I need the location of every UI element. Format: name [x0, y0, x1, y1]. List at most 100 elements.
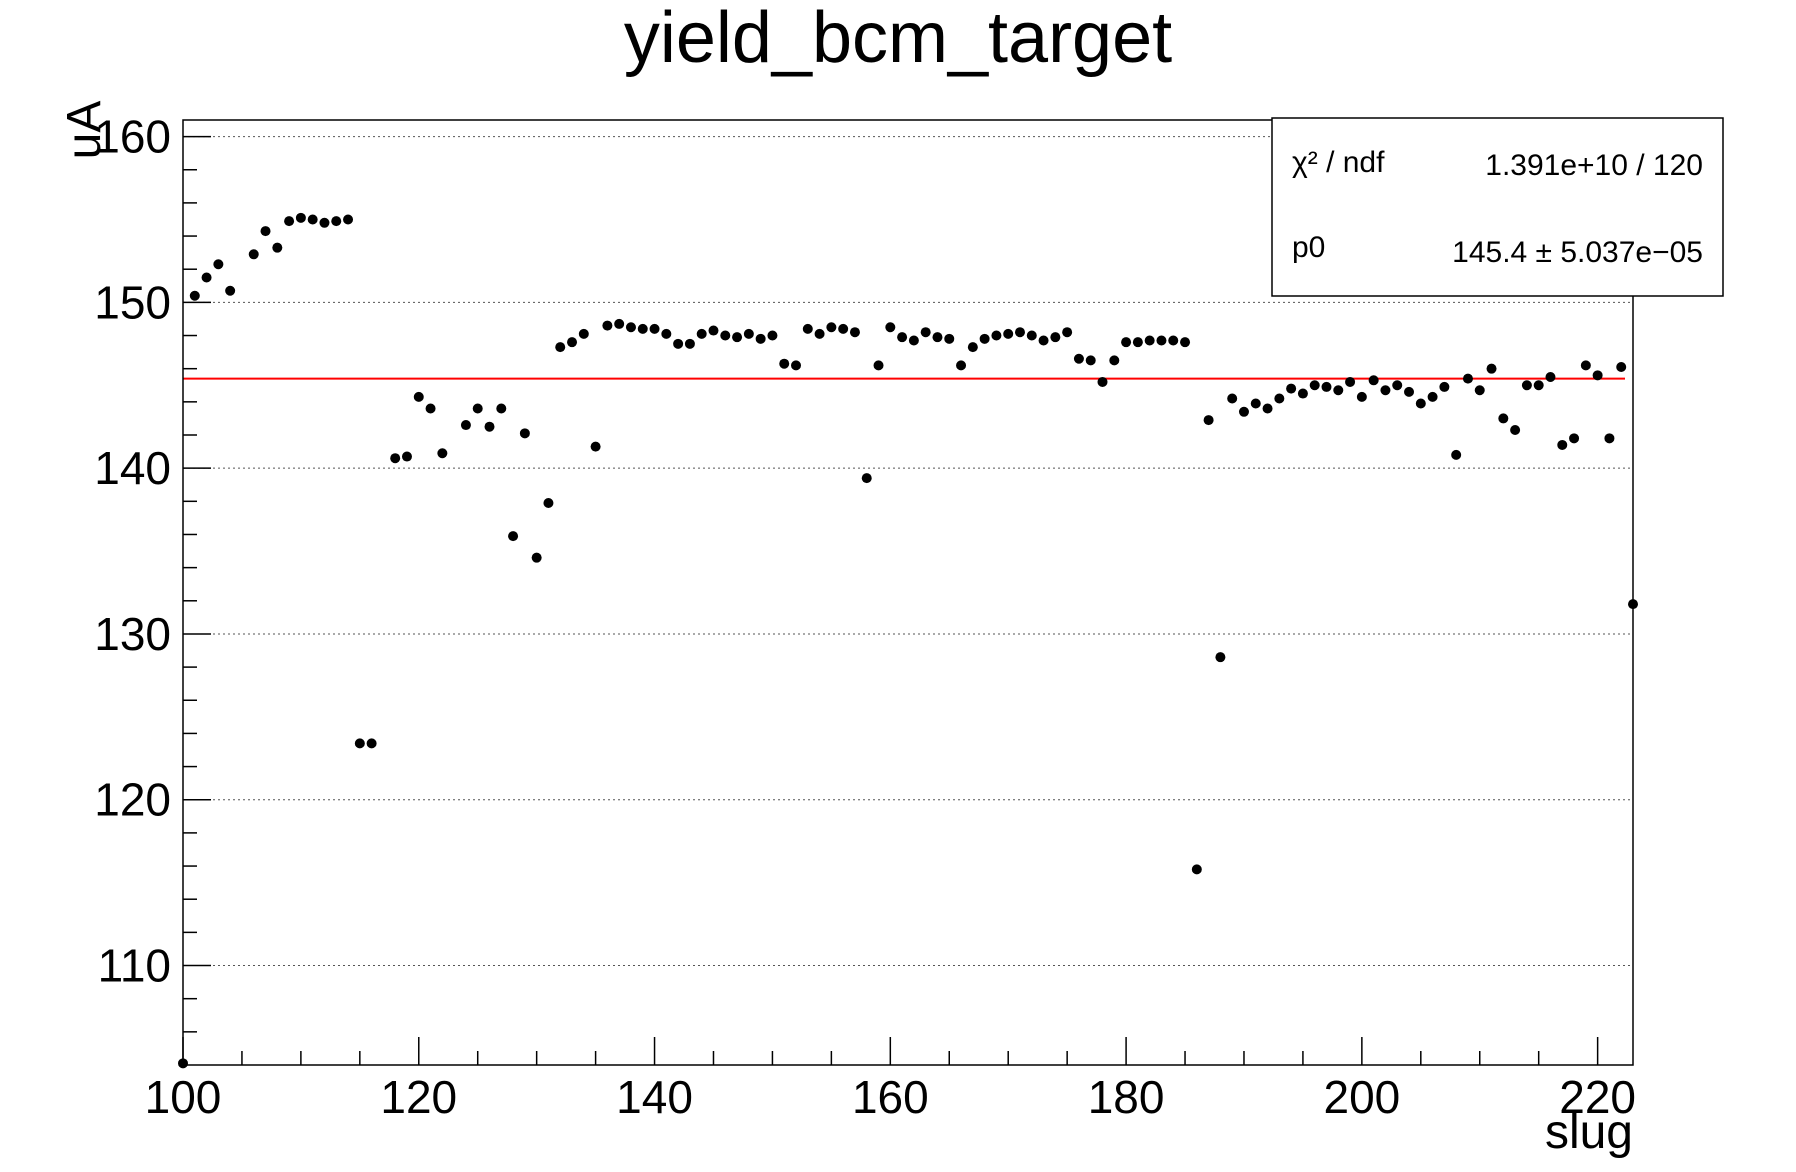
data-point — [1592, 370, 1603, 381]
data-point — [1132, 337, 1143, 348]
data-point — [1215, 652, 1226, 663]
data-point — [401, 451, 412, 462]
y-tick-labels: 110 120 130 140 150 160 — [94, 111, 171, 992]
data-point — [201, 272, 212, 283]
data-point — [991, 330, 1002, 341]
data-point — [1462, 373, 1473, 384]
data-point — [496, 403, 507, 414]
data-point — [614, 318, 625, 329]
data-point — [189, 290, 200, 301]
data-point — [1309, 380, 1320, 391]
data-point — [767, 330, 778, 341]
data-point — [684, 338, 695, 349]
data-point — [284, 216, 295, 227]
data-point — [779, 358, 790, 369]
data-point — [437, 448, 448, 459]
y-tick-label: 160 — [94, 111, 171, 163]
data-point — [944, 333, 955, 344]
stats-p0-label: p0 — [1292, 231, 1325, 264]
data-points — [178, 212, 1638, 1069]
data-point — [1557, 439, 1568, 450]
data-point — [861, 473, 872, 484]
data-point — [1498, 413, 1509, 424]
data-point — [1345, 376, 1356, 387]
data-point — [1510, 425, 1521, 436]
x-tick-label: 160 — [852, 1071, 929, 1123]
data-point — [1097, 376, 1108, 387]
data-point — [1569, 433, 1580, 444]
data-point — [802, 323, 813, 334]
data-point — [649, 323, 660, 334]
data-point — [343, 214, 354, 225]
data-point — [1062, 327, 1073, 338]
stats-p0-value: 145.4 ± 5.037e−05 — [1452, 236, 1703, 269]
y-tick-label: 140 — [94, 442, 171, 494]
data-point — [932, 332, 943, 343]
data-point — [1415, 398, 1426, 409]
x-tick-label: 140 — [616, 1071, 693, 1123]
data-point — [578, 328, 589, 339]
x-tick-label: 200 — [1323, 1071, 1400, 1123]
data-point — [1073, 353, 1084, 364]
y-tick-label: 150 — [94, 276, 171, 328]
data-point — [425, 403, 436, 414]
y-tick-label: 130 — [94, 608, 171, 660]
data-point — [1156, 335, 1167, 346]
data-point — [1474, 385, 1485, 396]
data-point — [885, 322, 896, 333]
data-point — [708, 325, 719, 336]
data-point — [979, 333, 990, 344]
chart-title: yield_bcm_target — [624, 0, 1172, 78]
x-tick-label: 220 — [1559, 1071, 1636, 1123]
data-point — [1109, 355, 1120, 366]
data-point — [519, 428, 530, 439]
data-point — [543, 497, 554, 508]
x-axis-title: slug — [1545, 1106, 1633, 1159]
data-point — [225, 285, 236, 296]
data-point — [814, 328, 825, 339]
data-point — [1026, 330, 1037, 341]
data-point — [1321, 381, 1332, 392]
data-point — [661, 328, 672, 339]
data-point — [873, 360, 884, 371]
data-point — [1545, 371, 1556, 382]
data-point — [625, 322, 636, 333]
data-point — [696, 328, 707, 339]
data-point — [1533, 380, 1544, 391]
data-point — [1144, 335, 1155, 346]
x-tick-label: 180 — [1088, 1071, 1165, 1123]
data-point — [1297, 388, 1308, 399]
data-point — [1250, 398, 1261, 409]
data-point — [1262, 403, 1273, 414]
data-point — [390, 453, 401, 464]
data-point — [838, 323, 849, 334]
data-point — [248, 249, 259, 260]
data-point — [602, 320, 613, 331]
x-tick-labels: 100 120 140 160 180 200 220 — [145, 1071, 1636, 1123]
data-point — [213, 259, 224, 270]
data-point — [1050, 332, 1061, 343]
data-point — [732, 332, 743, 343]
data-point — [1274, 393, 1285, 404]
data-point — [484, 421, 495, 432]
data-point — [1580, 360, 1591, 371]
data-point — [1616, 362, 1627, 373]
data-point — [1356, 391, 1367, 402]
data-point — [319, 217, 330, 228]
data-point — [1003, 328, 1014, 339]
data-point — [1014, 327, 1025, 338]
data-point — [1238, 406, 1249, 417]
data-point — [567, 337, 578, 348]
axis-ticks — [182, 135, 1599, 1065]
data-point — [967, 342, 978, 353]
data-point — [1038, 335, 1049, 346]
data-point — [460, 420, 471, 431]
x-tick-label: 100 — [145, 1071, 222, 1123]
x-tick-label: 120 — [380, 1071, 457, 1123]
data-point — [508, 531, 519, 542]
data-point — [555, 342, 566, 353]
data-point — [673, 338, 684, 349]
plot-frame — [182, 119, 1634, 1066]
data-point — [1191, 864, 1202, 875]
